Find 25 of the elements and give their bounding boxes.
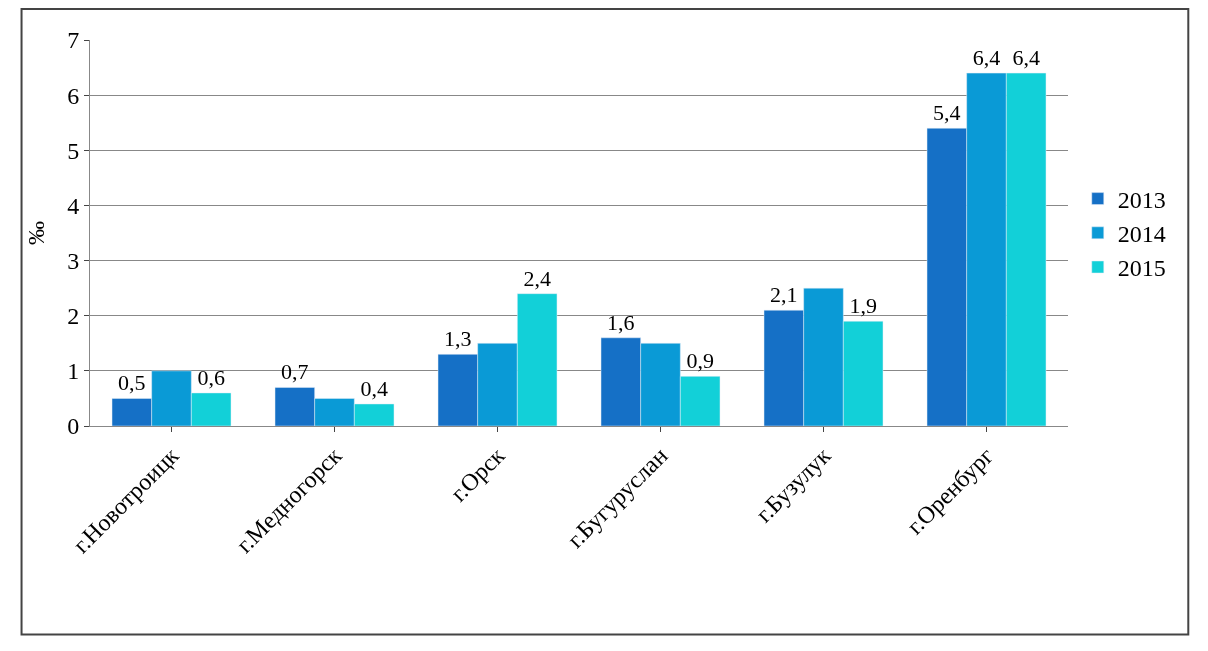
legend-label: 2015 bbox=[1117, 255, 1166, 282]
y-tick-label: 0 bbox=[67, 413, 80, 440]
y-tick-label: 5 bbox=[67, 137, 80, 164]
y-tick-label: 4 bbox=[67, 192, 80, 219]
legend-label: 2014 bbox=[1117, 221, 1166, 248]
data-label: 0,9 bbox=[686, 348, 714, 374]
y-axis-title: ‰ bbox=[23, 221, 50, 245]
data-label: 1,3 bbox=[444, 326, 472, 352]
data-label: 0,4 bbox=[360, 375, 388, 401]
data-label: 1,9 bbox=[849, 293, 877, 319]
y-tick-label: 7 bbox=[67, 27, 80, 54]
data-label: 0,5 bbox=[118, 370, 146, 396]
legend-label: 2013 bbox=[1117, 186, 1166, 213]
data-label: 1,6 bbox=[607, 309, 635, 335]
data-label: 2,4 bbox=[523, 265, 551, 291]
data-label: 2,1 bbox=[770, 282, 798, 308]
data-label: 6,4 bbox=[1012, 45, 1040, 71]
y-tick-label: 6 bbox=[67, 82, 80, 109]
data-label: 6,4 bbox=[972, 45, 1001, 71]
data-label: 0,7 bbox=[281, 359, 309, 385]
y-tick-label: 1 bbox=[67, 358, 80, 385]
y-tick-label: 2 bbox=[67, 303, 80, 330]
data-label: 5,4 bbox=[933, 100, 961, 126]
y-tick-label: 3 bbox=[67, 247, 80, 274]
data-label: 0,6 bbox=[197, 364, 225, 390]
